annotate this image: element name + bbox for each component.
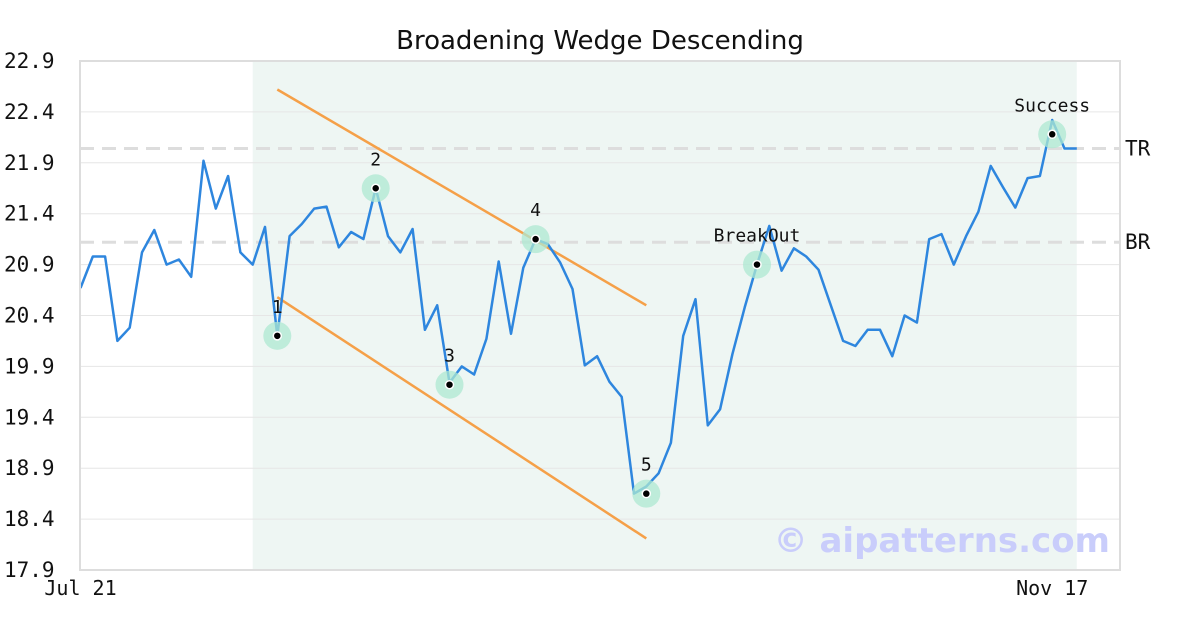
y-tick-label: 18.9 bbox=[4, 456, 55, 480]
y-tick-label: 22.9 bbox=[4, 49, 55, 73]
point-label: Success bbox=[1014, 95, 1090, 116]
reference-lines: TR BR bbox=[80, 137, 1151, 254]
point-marker bbox=[752, 259, 762, 270]
reference-line-label: TR bbox=[1125, 137, 1151, 161]
pattern-points: 1 2 3 4 5 BreakOut Success bbox=[263, 95, 1090, 508]
y-tick-label: 19.4 bbox=[4, 405, 55, 429]
point-label: 2 bbox=[370, 149, 381, 170]
y-tick-label: 21.4 bbox=[4, 202, 55, 226]
y-tick-label: 18.4 bbox=[4, 507, 55, 531]
reference-line-label: BR bbox=[1125, 230, 1151, 254]
point-marker bbox=[370, 183, 381, 193]
y-tick-label: 20.9 bbox=[4, 253, 55, 277]
point-marker bbox=[272, 331, 283, 341]
trendline bbox=[276, 296, 647, 540]
point-label: 3 bbox=[444, 346, 455, 367]
axes-frame bbox=[79, 60, 1121, 571]
x-tick-label: Nov 17 bbox=[1016, 576, 1088, 600]
x-tick-label: Jul 21 bbox=[44, 576, 116, 600]
y-tick-label: 19.9 bbox=[4, 354, 55, 378]
point-marker bbox=[444, 379, 455, 390]
point-marker bbox=[641, 488, 652, 499]
chart-title: Broadening Wedge Descending bbox=[396, 26, 804, 56]
trendlines bbox=[276, 88, 647, 540]
point-label: 4 bbox=[530, 200, 541, 221]
price-line bbox=[79, 118, 1077, 495]
point-label: 1 bbox=[272, 297, 283, 318]
point-label: BreakOut bbox=[714, 226, 801, 247]
price-series bbox=[79, 118, 1077, 495]
y-tick-label: 20.4 bbox=[4, 304, 55, 328]
y-tick-label: 17.9 bbox=[4, 558, 55, 582]
y-axis-ticks: 17.9 18.4 18.9 19.4 19.9 20.4 20.9 21.4 21.9 22.4… bbox=[4, 49, 55, 582]
trendline bbox=[276, 88, 647, 307]
x-axis-ticks: Jul 21 Nov 17 bbox=[44, 576, 1088, 600]
point-label: 5 bbox=[641, 455, 652, 476]
watermark: © aipatterns.com bbox=[774, 521, 1110, 561]
y-tick-label: 21.9 bbox=[4, 151, 55, 175]
point-marker bbox=[1047, 129, 1057, 140]
point-marker bbox=[530, 234, 541, 244]
y-tick-label: 22.4 bbox=[4, 100, 55, 124]
